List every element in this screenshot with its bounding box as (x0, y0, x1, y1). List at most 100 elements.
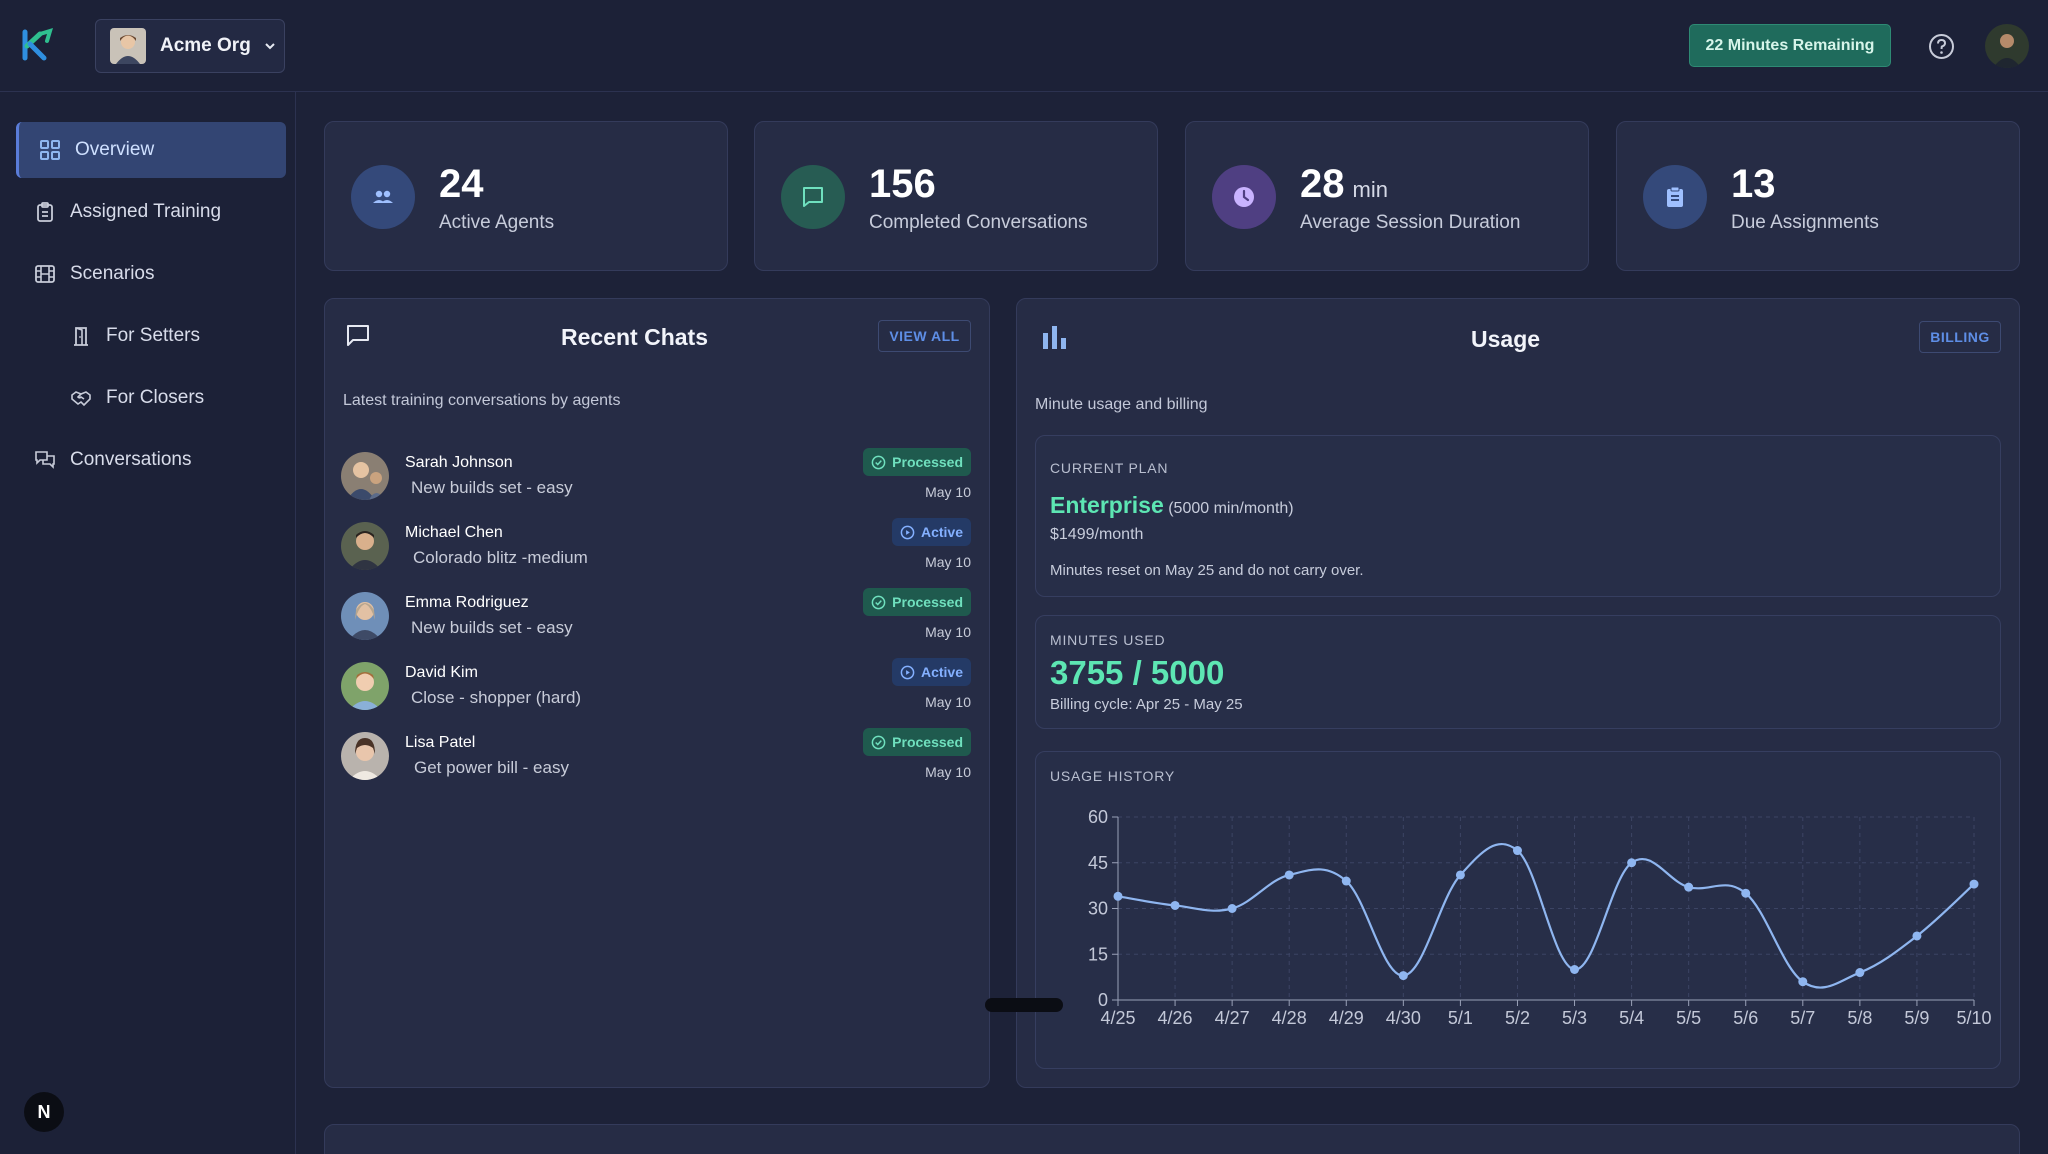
check-circle-icon (871, 455, 886, 469)
data-point (1912, 931, 1922, 941)
plan-name: Enterprise (1050, 492, 1164, 518)
y-tick-label: 30 (1088, 899, 1108, 919)
clock-icon (1234, 187, 1254, 207)
reset-note: Minutes reset on May 25 and do not carry… (1050, 562, 1364, 579)
help-circle-icon[interactable] (1928, 33, 1955, 60)
data-point (1570, 965, 1580, 974)
dev-tools-badge[interactable]: N (24, 1092, 64, 1132)
data-point (1341, 876, 1351, 886)
sidebar-item-for-closers[interactable]: For Closers (70, 370, 284, 426)
x-tick-label: 5/3 (1562, 1008, 1587, 1028)
message-icon (803, 187, 823, 207)
recent-chats-panel: Recent Chats VIEW ALL Latest training co… (324, 298, 990, 1088)
sidebar-item-for-setters[interactable]: For Setters (70, 308, 284, 364)
sidebar-item-conversations[interactable]: Conversations (34, 432, 284, 488)
sidebar-item-assigned-training[interactable]: Assigned Training (34, 184, 284, 240)
sidebar-item-overview[interactable]: Overview (16, 122, 286, 178)
stat-label: Completed Conversations (869, 212, 1088, 233)
chat-bubbles-icon (35, 451, 55, 469)
play-circle-icon (900, 525, 915, 539)
chat-date: May 10 (925, 694, 971, 710)
stat-value: 28 min (1300, 162, 1388, 206)
view-all-button[interactable]: VIEW ALL (878, 320, 971, 352)
list-item[interactable]: Sarah Johnson New builds set - easy Proc… (341, 442, 971, 512)
current-plan-card: CURRENT PLAN Enterprise (5000 min/month)… (1035, 435, 2001, 597)
grid-icon (40, 140, 60, 160)
plan-line: Enterprise (5000 min/month) (1050, 492, 1294, 519)
avatar (341, 592, 389, 640)
clipboard-icon (37, 202, 53, 222)
series-line (1117, 842, 1975, 989)
handshake-icon (71, 391, 91, 407)
avatar (341, 732, 389, 780)
play-circle-icon (900, 665, 915, 679)
stat-card-completed-conversations: 156 Completed Conversations (754, 121, 1158, 271)
stat-icon-wrap (351, 165, 415, 229)
chat-scenario: Close - shopper (hard) (411, 688, 582, 707)
data-point (1170, 900, 1180, 910)
check-circle-icon (871, 735, 886, 749)
bottom-card (324, 1124, 2020, 1154)
chat-agent-name: David Kim (405, 664, 478, 681)
minutes-remaining-badge[interactable]: 22 Minutes Remaining (1689, 24, 1891, 67)
billing-button[interactable]: BILLING (1919, 321, 2001, 353)
x-tick-label: 5/6 (1733, 1008, 1758, 1028)
plan-minutes: (5000 min/month) (1168, 500, 1294, 517)
bar-chart-icon (1043, 326, 1066, 349)
list-item[interactable]: Michael Chen Colorado blitz -medium Acti… (341, 512, 971, 582)
chat-agent-name: Sarah Johnson (405, 454, 513, 471)
x-tick-label: 4/29 (1329, 1008, 1364, 1028)
stat-value: 24 (439, 162, 484, 206)
chat-scenario: Colorado blitz -medium (413, 548, 588, 567)
stat-label: Active Agents (439, 212, 555, 233)
sidebar-item-label: For Setters (106, 325, 200, 346)
film-icon (35, 265, 55, 283)
stat-unit: min (1352, 177, 1388, 202)
chat-icon (347, 325, 369, 346)
list-item[interactable]: David Kim Close - shopper (hard) Active … (341, 652, 971, 722)
user-avatar[interactable] (1985, 24, 2029, 68)
sidebar-item-label: For Closers (106, 387, 205, 408)
usage-history-card: USAGE HISTORY 0 15 30 45 60 4/25 4/26 4/27 4/28 4… (1035, 751, 2001, 1069)
avatar (341, 662, 389, 710)
data-point (1741, 888, 1751, 898)
y-tick-label: 60 (1088, 807, 1108, 827)
x-tick-label: 5/1 (1448, 1008, 1473, 1028)
check-circle-icon (871, 595, 886, 609)
list-item[interactable]: Emma Rodriguez New builds set - easy Pro… (341, 582, 971, 652)
panel-title: Recent Chats (561, 324, 708, 350)
avatar (341, 522, 389, 570)
data-point (1684, 882, 1694, 892)
org-switcher[interactable]: Acme Org (95, 19, 285, 73)
chat-agent-name: Lisa Patel (405, 734, 476, 751)
status-badge: Processed (863, 448, 971, 476)
data-point (1855, 968, 1865, 978)
stat-card-average-session-duration: 28 min Average Session Duration (1185, 121, 1589, 271)
x-tick-label: 5/9 (1904, 1008, 1929, 1028)
chat-date: May 10 (925, 764, 971, 780)
card-caption: USAGE HISTORY (1050, 768, 1176, 784)
stat-icon-wrap (1212, 165, 1276, 229)
chat-date: May 10 (925, 554, 971, 570)
list-item[interactable]: Lisa Patel Get power bill - easy Process… (341, 722, 971, 792)
app-logo[interactable] (22, 28, 56, 62)
x-tick-label: 4/25 (1100, 1008, 1135, 1028)
door-icon (74, 327, 88, 346)
card-caption: CURRENT PLAN (1050, 460, 1169, 476)
scrollbar-thumb[interactable] (985, 998, 1063, 1012)
sidebar-item-scenarios[interactable]: Scenarios (34, 246, 284, 302)
data-point (1798, 977, 1808, 987)
chat-scenario: New builds set - easy (411, 478, 573, 497)
x-tick-label: 5/5 (1676, 1008, 1701, 1028)
sidebar-item-label: Overview (75, 139, 155, 160)
data-point (1398, 971, 1408, 981)
status-badge: Active (891, 658, 971, 686)
data-point (1113, 891, 1123, 901)
stat-value: 13 (1731, 162, 1776, 206)
y-tick-label: 0 (1098, 990, 1108, 1010)
stat-label: Due Assignments (1731, 212, 1879, 233)
chat-scenario: Get power bill - easy (414, 758, 569, 777)
status-badge: Processed (863, 588, 971, 616)
chat-date: May 10 (925, 484, 971, 500)
chevron-down-icon (265, 43, 275, 50)
